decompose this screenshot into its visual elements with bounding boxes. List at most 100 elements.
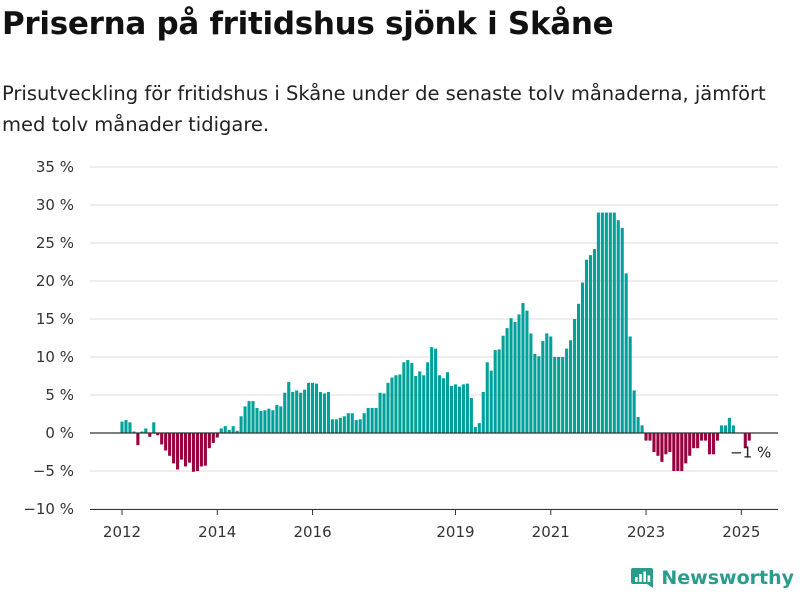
bar — [529, 333, 533, 433]
bar — [346, 413, 350, 433]
bar — [449, 385, 454, 433]
bar — [350, 413, 354, 433]
newsworthy-logo-icon — [631, 568, 654, 588]
y-tick-label: 30 % — [36, 196, 74, 214]
bar — [700, 433, 704, 441]
bar — [418, 371, 422, 433]
bar — [410, 363, 414, 433]
bar — [120, 421, 124, 433]
bar — [255, 407, 259, 433]
bar — [422, 375, 426, 433]
bar — [517, 314, 521, 433]
last-value-label: −1 % — [730, 444, 771, 462]
bar — [239, 416, 243, 433]
bar — [263, 410, 267, 433]
x-tick-label: 2016 — [293, 523, 331, 541]
bar — [469, 398, 473, 433]
bar — [366, 407, 370, 433]
bar — [148, 433, 152, 437]
bar — [723, 425, 727, 433]
bar — [156, 433, 160, 436]
bar — [596, 212, 600, 433]
x-tick-label: 2025 — [722, 523, 760, 541]
bar — [549, 336, 553, 433]
bar — [457, 386, 461, 433]
bar — [207, 433, 211, 449]
bar — [616, 220, 620, 433]
bar — [311, 382, 315, 433]
bar — [374, 407, 378, 433]
bar — [160, 433, 164, 445]
bar — [172, 433, 176, 464]
bar — [743, 433, 747, 449]
bar — [152, 422, 156, 433]
bar — [354, 420, 358, 433]
bar — [497, 349, 501, 433]
y-tick-label: 20 % — [36, 272, 74, 290]
bar — [180, 433, 184, 460]
bar — [426, 362, 430, 433]
y-tick-label: −5 % — [33, 462, 74, 480]
bar — [644, 433, 648, 441]
bar — [299, 392, 303, 433]
bar — [680, 433, 684, 471]
bar — [203, 433, 207, 466]
bar — [656, 433, 660, 456]
bar — [604, 212, 608, 433]
bar — [128, 422, 132, 433]
bar — [731, 425, 735, 433]
bar — [684, 433, 688, 464]
bar — [676, 433, 680, 471]
bar — [573, 319, 577, 433]
bar — [251, 401, 255, 433]
bar — [318, 391, 323, 433]
bar — [187, 433, 192, 463]
bar — [640, 425, 644, 433]
bar — [358, 419, 362, 433]
bar — [215, 433, 219, 438]
bar — [430, 347, 434, 433]
brand-name: Newsworthy — [661, 567, 794, 589]
bar — [124, 420, 128, 433]
bar — [271, 410, 275, 433]
bar — [330, 419, 334, 433]
bar — [465, 383, 469, 433]
bar — [414, 376, 418, 433]
bar — [719, 425, 724, 433]
x-tick-label: 2023 — [627, 523, 665, 541]
bar — [307, 382, 311, 433]
bar — [545, 333, 549, 433]
bar — [176, 433, 180, 470]
bar — [342, 416, 346, 433]
bar — [501, 335, 505, 433]
bar — [334, 419, 338, 433]
bar — [283, 392, 287, 433]
bar — [652, 433, 656, 452]
bar — [608, 212, 612, 433]
bar — [513, 322, 517, 433]
bar — [267, 408, 271, 433]
bar — [322, 393, 327, 433]
bar — [493, 350, 497, 433]
bar — [461, 384, 465, 433]
bar — [580, 282, 585, 433]
bar — [438, 375, 442, 433]
bar — [279, 406, 283, 433]
y-tick-label: 10 % — [36, 348, 74, 366]
bar — [481, 391, 485, 433]
bar — [402, 362, 406, 433]
bar — [219, 428, 223, 433]
bar — [636, 417, 640, 433]
bar — [715, 433, 720, 441]
bar — [223, 426, 227, 433]
y-tick-label: 5 % — [45, 386, 74, 404]
bar — [485, 362, 489, 433]
bar — [727, 417, 731, 433]
bar — [505, 328, 509, 433]
bar — [390, 377, 394, 433]
bar — [557, 357, 561, 433]
bar — [295, 390, 299, 433]
bar — [314, 383, 319, 433]
bar — [708, 433, 712, 455]
bar — [489, 370, 493, 433]
